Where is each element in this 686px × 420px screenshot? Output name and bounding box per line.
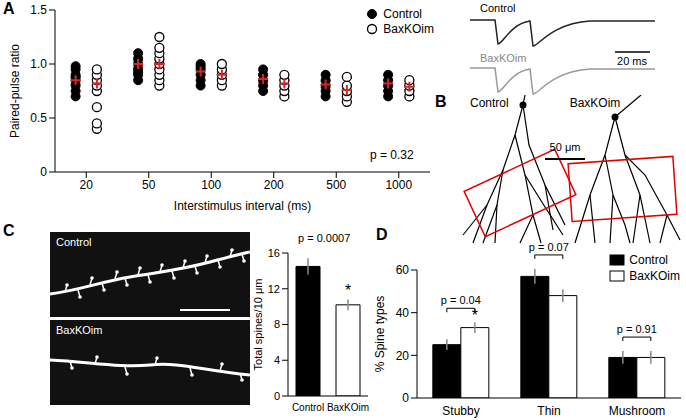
svg-text:16: 16 — [268, 247, 280, 259]
svg-text:8: 8 — [274, 318, 280, 330]
svg-text:*: * — [345, 282, 351, 299]
svg-text:0: 0 — [40, 165, 47, 179]
svg-text:*: * — [472, 307, 478, 324]
svg-text:Mushroom: Mushroom — [609, 404, 666, 418]
svg-text:% Spine types: % Spine types — [373, 296, 387, 373]
svg-text:200: 200 — [264, 178, 284, 192]
html-text:D: D — [376, 226, 388, 243]
svg-text:0.5: 0.5 — [30, 111, 47, 125]
svg-text:p = 0.04: p = 0.04 — [441, 294, 481, 306]
html-text:A: A — [3, 0, 15, 17]
svg-text:1000: 1000 — [385, 178, 412, 192]
html-text:p = 0.32: p = 0.32 — [370, 148, 414, 162]
html-text:C: C — [3, 222, 15, 239]
svg-text:1.5: 1.5 — [30, 3, 47, 17]
svg-text:100: 100 — [201, 178, 221, 192]
svg-text:p = 0.91: p = 0.91 — [617, 323, 657, 335]
svg-text:BaxKOim: BaxKOim — [56, 324, 102, 336]
svg-text:Control: Control — [292, 402, 324, 413]
svg-text:50 μm: 50 μm — [550, 141, 581, 153]
html-text:BaxKOim: BaxKOim — [383, 21, 434, 36]
svg-text:BaxKOim: BaxKOim — [480, 52, 526, 64]
svg-text:Stubby: Stubby — [442, 404, 479, 418]
html-text:p = 0.0007: p = 0.0007 — [298, 232, 351, 244]
svg-text:12: 12 — [268, 283, 280, 295]
svg-text:p = 0.07: p = 0.07 — [529, 241, 569, 253]
svg-text:Control: Control — [480, 2, 515, 14]
svg-text:BaxKOim: BaxKOim — [327, 402, 369, 413]
html-text:BaxKOim: BaxKOim — [629, 269, 680, 283]
html-text:Control: Control — [383, 6, 422, 21]
svg-text:0: 0 — [402, 391, 409, 405]
svg-text:40: 40 — [396, 306, 410, 320]
svg-text:BaxKOim: BaxKOim — [570, 96, 621, 110]
svg-text:20 ms: 20 ms — [617, 55, 647, 67]
svg-text:500: 500 — [326, 178, 346, 192]
html-text:B: B — [435, 93, 447, 110]
svg-text:Total spines/10 μm: Total spines/10 μm — [252, 279, 264, 371]
svg-text:1.0: 1.0 — [30, 57, 47, 71]
svg-text:4: 4 — [274, 354, 280, 366]
svg-text:Interstimulus interval (ms): Interstimulus interval (ms) — [174, 199, 311, 213]
svg-text:50: 50 — [142, 178, 156, 192]
svg-text:60: 60 — [396, 263, 410, 277]
svg-text:Control: Control — [56, 236, 91, 248]
svg-text:Thin: Thin — [537, 404, 560, 418]
svg-text:Paired-pulse ratio: Paired-pulse ratio — [8, 44, 22, 138]
svg-text:20: 20 — [396, 349, 410, 363]
html-text:Control: Control — [629, 253, 668, 267]
svg-text:0: 0 — [274, 390, 280, 402]
svg-text:20: 20 — [80, 178, 94, 192]
svg-text:Control: Control — [470, 96, 509, 110]
